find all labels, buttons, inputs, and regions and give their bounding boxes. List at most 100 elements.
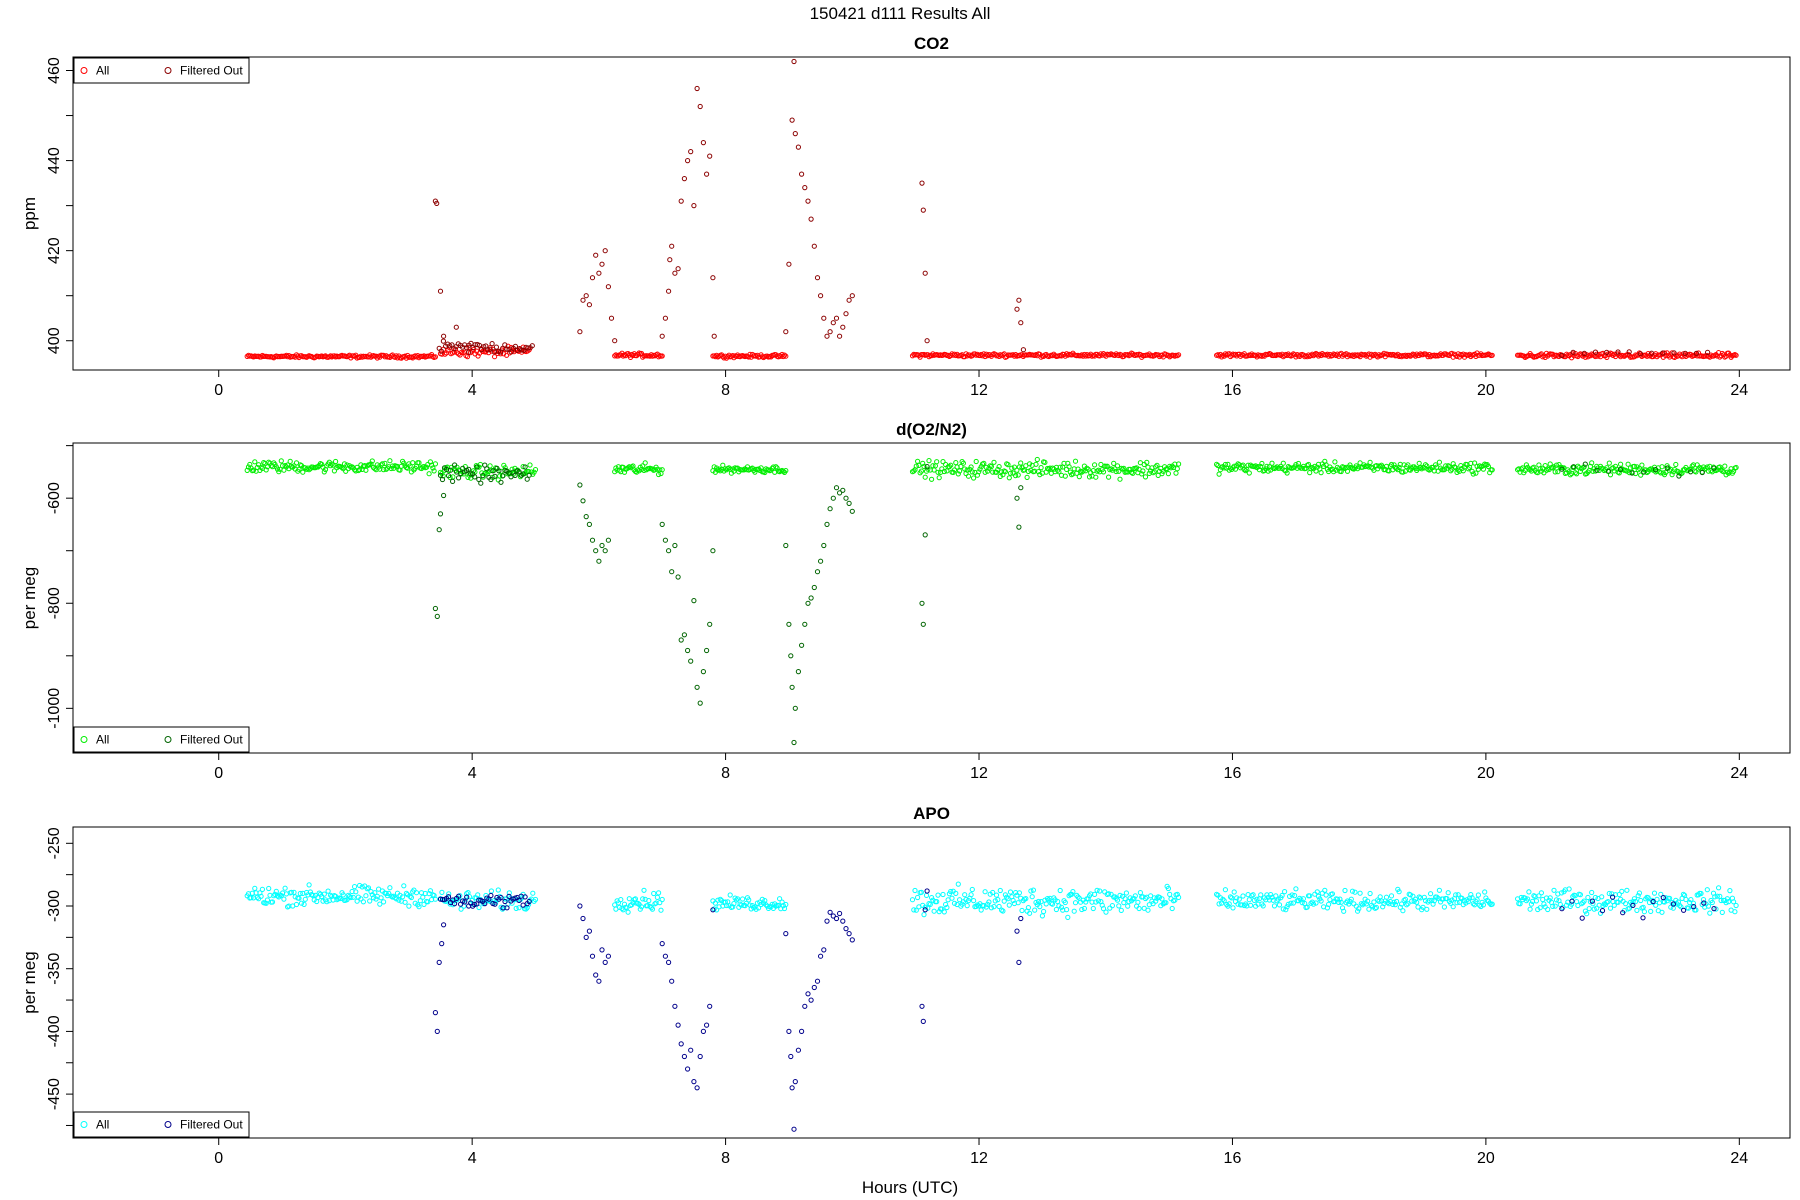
- data-point: [359, 884, 365, 890]
- data-point: [1132, 893, 1138, 899]
- data-point: [439, 351, 445, 357]
- data-point: [388, 465, 394, 472]
- data-point: [456, 893, 462, 899]
- data-point: [1441, 904, 1448, 910]
- data-point: [522, 894, 528, 900]
- legend-label: Filtered Out: [180, 64, 243, 78]
- data-point: [1606, 890, 1612, 897]
- data-point: [685, 1066, 691, 1072]
- data-point: [425, 899, 431, 905]
- data-point: [662, 537, 669, 543]
- data-point: [707, 621, 713, 627]
- data-point: [775, 354, 782, 360]
- data-point: [1605, 899, 1611, 905]
- data-point: [1489, 901, 1495, 907]
- x-tick-label: 0: [214, 765, 223, 782]
- data-point: [512, 472, 518, 478]
- data-point: [1712, 894, 1718, 900]
- panel-co2: CO2 ppm 0 4 8 12 16 20 24 400 420 440 460 All Filtered…: [20, 34, 1791, 399]
- data-point: [993, 892, 1000, 898]
- data-point: [468, 471, 474, 477]
- data-point: [1480, 466, 1487, 472]
- data-point: [1106, 891, 1112, 897]
- data-point: [1650, 898, 1656, 905]
- data-point: [802, 185, 808, 191]
- data-point: [278, 458, 284, 464]
- data-point: [333, 458, 339, 465]
- data-point: [774, 465, 780, 471]
- data-point: [261, 460, 267, 466]
- data-point: [1445, 890, 1451, 896]
- data-point: [489, 341, 495, 347]
- data-point: [1268, 892, 1274, 898]
- data-point: [421, 464, 427, 470]
- data-point: [1371, 899, 1377, 905]
- data-point: [741, 467, 747, 473]
- data-point: [1434, 894, 1440, 900]
- data-point: [976, 469, 982, 475]
- data-point: [811, 984, 817, 991]
- data-point: [1015, 900, 1021, 906]
- data-point: [441, 922, 447, 928]
- data-point: [666, 548, 672, 554]
- data-point: [1543, 467, 1550, 473]
- panel-title: CO2: [914, 34, 949, 53]
- data-point: [273, 888, 279, 895]
- data-point: [1025, 905, 1032, 911]
- data-point: [1394, 898, 1400, 905]
- x-tick-label: 8: [721, 765, 730, 782]
- data-point: [960, 460, 967, 466]
- y-tick-label: 400: [46, 327, 63, 354]
- data-point: [1547, 895, 1553, 901]
- data-point: [1731, 899, 1737, 905]
- plot-frame: [72, 56, 1791, 371]
- data-point: [1037, 472, 1043, 478]
- data-point: [1093, 899, 1099, 905]
- legend-label: Filtered Out: [180, 733, 243, 747]
- data-point: [599, 542, 605, 549]
- data-point: [1405, 462, 1411, 468]
- data-point: [1678, 904, 1684, 910]
- data-point: [421, 901, 427, 908]
- data-point: [1226, 901, 1232, 907]
- data-point: [1592, 349, 1599, 355]
- data-point: [1606, 468, 1612, 474]
- data-point: [1567, 472, 1573, 478]
- data-point: [436, 527, 442, 533]
- data-point: [799, 642, 805, 648]
- data-point: [1010, 470, 1016, 476]
- data-point: [1659, 464, 1665, 470]
- data-point: [1619, 888, 1625, 895]
- data-point: [691, 598, 697, 604]
- data-point: [1290, 900, 1297, 906]
- data-point: [1135, 899, 1141, 905]
- data-point: [532, 467, 539, 473]
- data-point: [1125, 903, 1131, 909]
- data-point: [402, 899, 408, 905]
- data-point: [943, 901, 949, 908]
- data-point: [331, 468, 337, 474]
- data-point: [378, 895, 384, 901]
- data-point: [1727, 888, 1733, 894]
- data-point: [1522, 895, 1528, 901]
- legend-label: Filtered Out: [180, 1118, 243, 1132]
- data-point: [1525, 896, 1531, 902]
- data-point: [1039, 913, 1046, 919]
- data-point: [1599, 894, 1605, 900]
- data-point: [432, 1010, 438, 1016]
- data-point: [1707, 910, 1713, 916]
- data-point: [1327, 897, 1333, 903]
- data-point: [1064, 907, 1070, 913]
- data-point: [712, 900, 719, 906]
- data-point: [783, 468, 789, 474]
- data-point: [818, 558, 824, 564]
- data-point: [662, 315, 669, 321]
- data-point: [795, 669, 802, 675]
- data-point: [462, 899, 468, 905]
- data-point: [252, 459, 258, 465]
- data-point: [1037, 904, 1043, 910]
- data-point: [1227, 894, 1234, 900]
- data-point: [991, 459, 997, 465]
- y-tick-label: 420: [46, 237, 63, 264]
- data-point: [1094, 887, 1100, 893]
